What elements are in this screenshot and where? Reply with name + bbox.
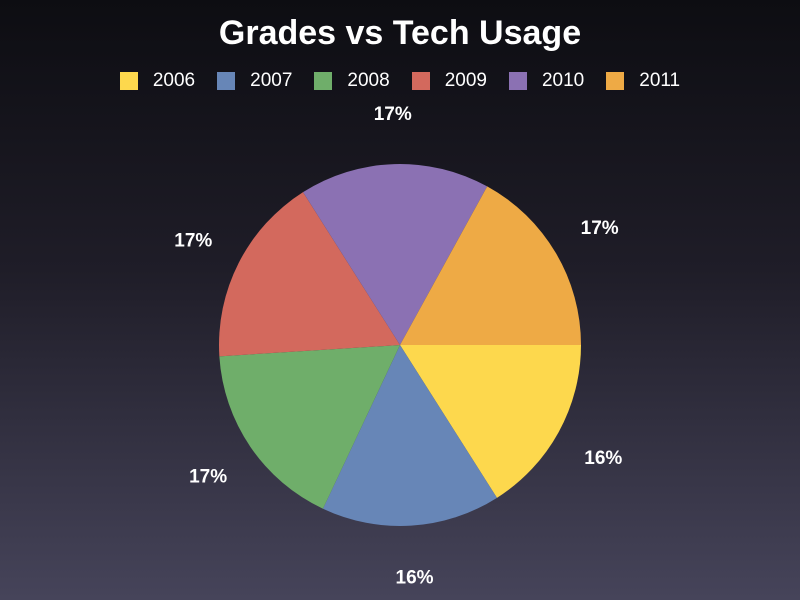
pie-slice-2007 xyxy=(322,345,497,526)
chart-title: Grades vs Tech Usage xyxy=(218,14,582,52)
slice-label-2008: 17% xyxy=(189,466,227,487)
slice-label-2009: 17% xyxy=(174,231,212,252)
legend-item-2008: 2008 xyxy=(314,70,390,92)
legend-swatch-2011 xyxy=(606,72,625,90)
pie-slice-2009 xyxy=(219,192,400,357)
legend-item-2011: 2011 xyxy=(606,70,680,92)
pie-slice-2011 xyxy=(400,186,581,345)
pie-slice-2010 xyxy=(303,164,488,345)
legend-item-2007: 2007 xyxy=(217,70,292,92)
slice-label-2011: 17% xyxy=(581,218,619,239)
legend-label-2009: 2009 xyxy=(444,70,487,91)
legend-label-2010: 2010 xyxy=(541,70,585,91)
slice-label-2010: 17% xyxy=(374,104,412,125)
legend-label-2006: 2006 xyxy=(152,70,196,91)
slice-label-2007: 16% xyxy=(396,568,434,589)
slice-label-2006: 16% xyxy=(584,448,622,469)
legend-swatch-2009 xyxy=(411,72,430,90)
pie-slice-2008 xyxy=(219,345,400,509)
legend-label-2008: 2008 xyxy=(347,70,390,91)
legend-swatch-2010 xyxy=(508,72,527,90)
legend-swatch-2007 xyxy=(217,72,236,90)
legend-item-2010: 2010 xyxy=(508,70,585,92)
legend-swatch-2008 xyxy=(314,72,333,90)
legend-item-2006: 2006 xyxy=(119,70,196,92)
pie-slice-2006 xyxy=(400,345,582,498)
legend-label-2011: 2011 xyxy=(639,70,681,91)
legend-swatch-2006 xyxy=(119,72,138,90)
legend-label-2007: 2007 xyxy=(250,70,293,91)
legend-item-2009: 2009 xyxy=(411,70,487,92)
chart-legend: 2006 2007 2008 2009 2010 2011 xyxy=(0,70,800,92)
